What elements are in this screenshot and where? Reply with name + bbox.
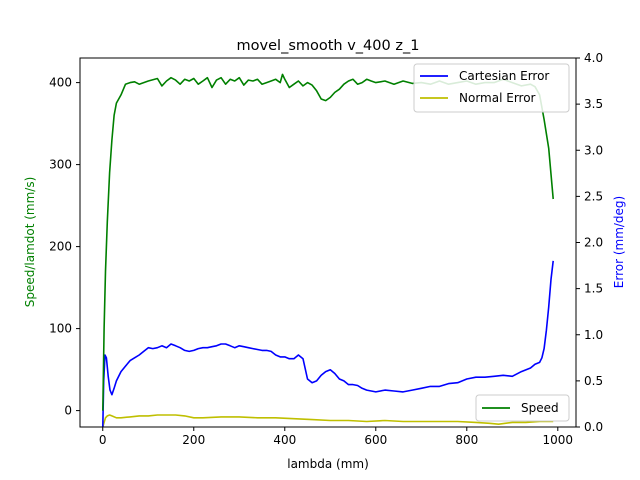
y-right-tick-label: 4.0: [584, 51, 603, 65]
x-tick-label: 200: [182, 433, 205, 447]
y-left-tick-label: 400: [49, 76, 72, 90]
y-right-tick-label: 1.0: [584, 328, 603, 342]
x-ticks: 0 200 400 600 800 1000: [99, 427, 573, 447]
y-left-tick-label: 200: [49, 240, 72, 254]
y-right-tick-label: 0.0: [584, 420, 603, 434]
x-axis-label: lambda (mm): [287, 457, 369, 471]
chart-title: movel_smooth v_400 z_1: [237, 38, 420, 54]
y-left-tick-label: 100: [49, 322, 72, 336]
legend-cartesian-label: Cartesian Error: [459, 69, 549, 83]
legend-errors-frame: [413, 63, 570, 113]
y-left-tick-label: 0: [64, 404, 72, 418]
y-right-tick-label: 2.5: [584, 189, 603, 203]
legend-speed-frame: [475, 394, 570, 422]
series-line-cartesian-error: [102, 260, 554, 428]
x-tick-label: 800: [455, 433, 478, 447]
y-right-tick-label: 0.5: [584, 374, 603, 388]
x-tick-label: 600: [364, 433, 387, 447]
y-axis-label-right: Error (mm/deg): [612, 196, 626, 288]
series-line-normal-error: [102, 414, 554, 428]
y-right-tick-label: 3.5: [584, 97, 603, 111]
y-axis-label-left: Speed/lamdot (mm/s): [23, 177, 37, 308]
y-right-tick-label: 3.0: [584, 143, 603, 157]
x-tick-label: 0: [99, 433, 107, 447]
x-tick-label: 1000: [543, 433, 574, 447]
legend-speed: Speed: [475, 394, 570, 422]
legend-normal-label: Normal Error: [459, 91, 536, 105]
legend-speed-label: Speed: [521, 401, 559, 415]
y-right-tick-label: 2.0: [584, 236, 603, 250]
y-right-tick-label: 1.5: [584, 282, 603, 296]
y-left-tick-label: 300: [49, 158, 72, 172]
y-ticks-left: 0 100 200 300 400: [49, 76, 80, 418]
x-tick-label: 400: [273, 433, 296, 447]
y-ticks-right: 0.0 0.5 1.0 1.5 2.0 2.5 3.0 3.5 4.0: [576, 51, 603, 434]
legend-errors: Cartesian Error Normal Error: [413, 63, 570, 113]
plot-frame: [79, 57, 577, 428]
